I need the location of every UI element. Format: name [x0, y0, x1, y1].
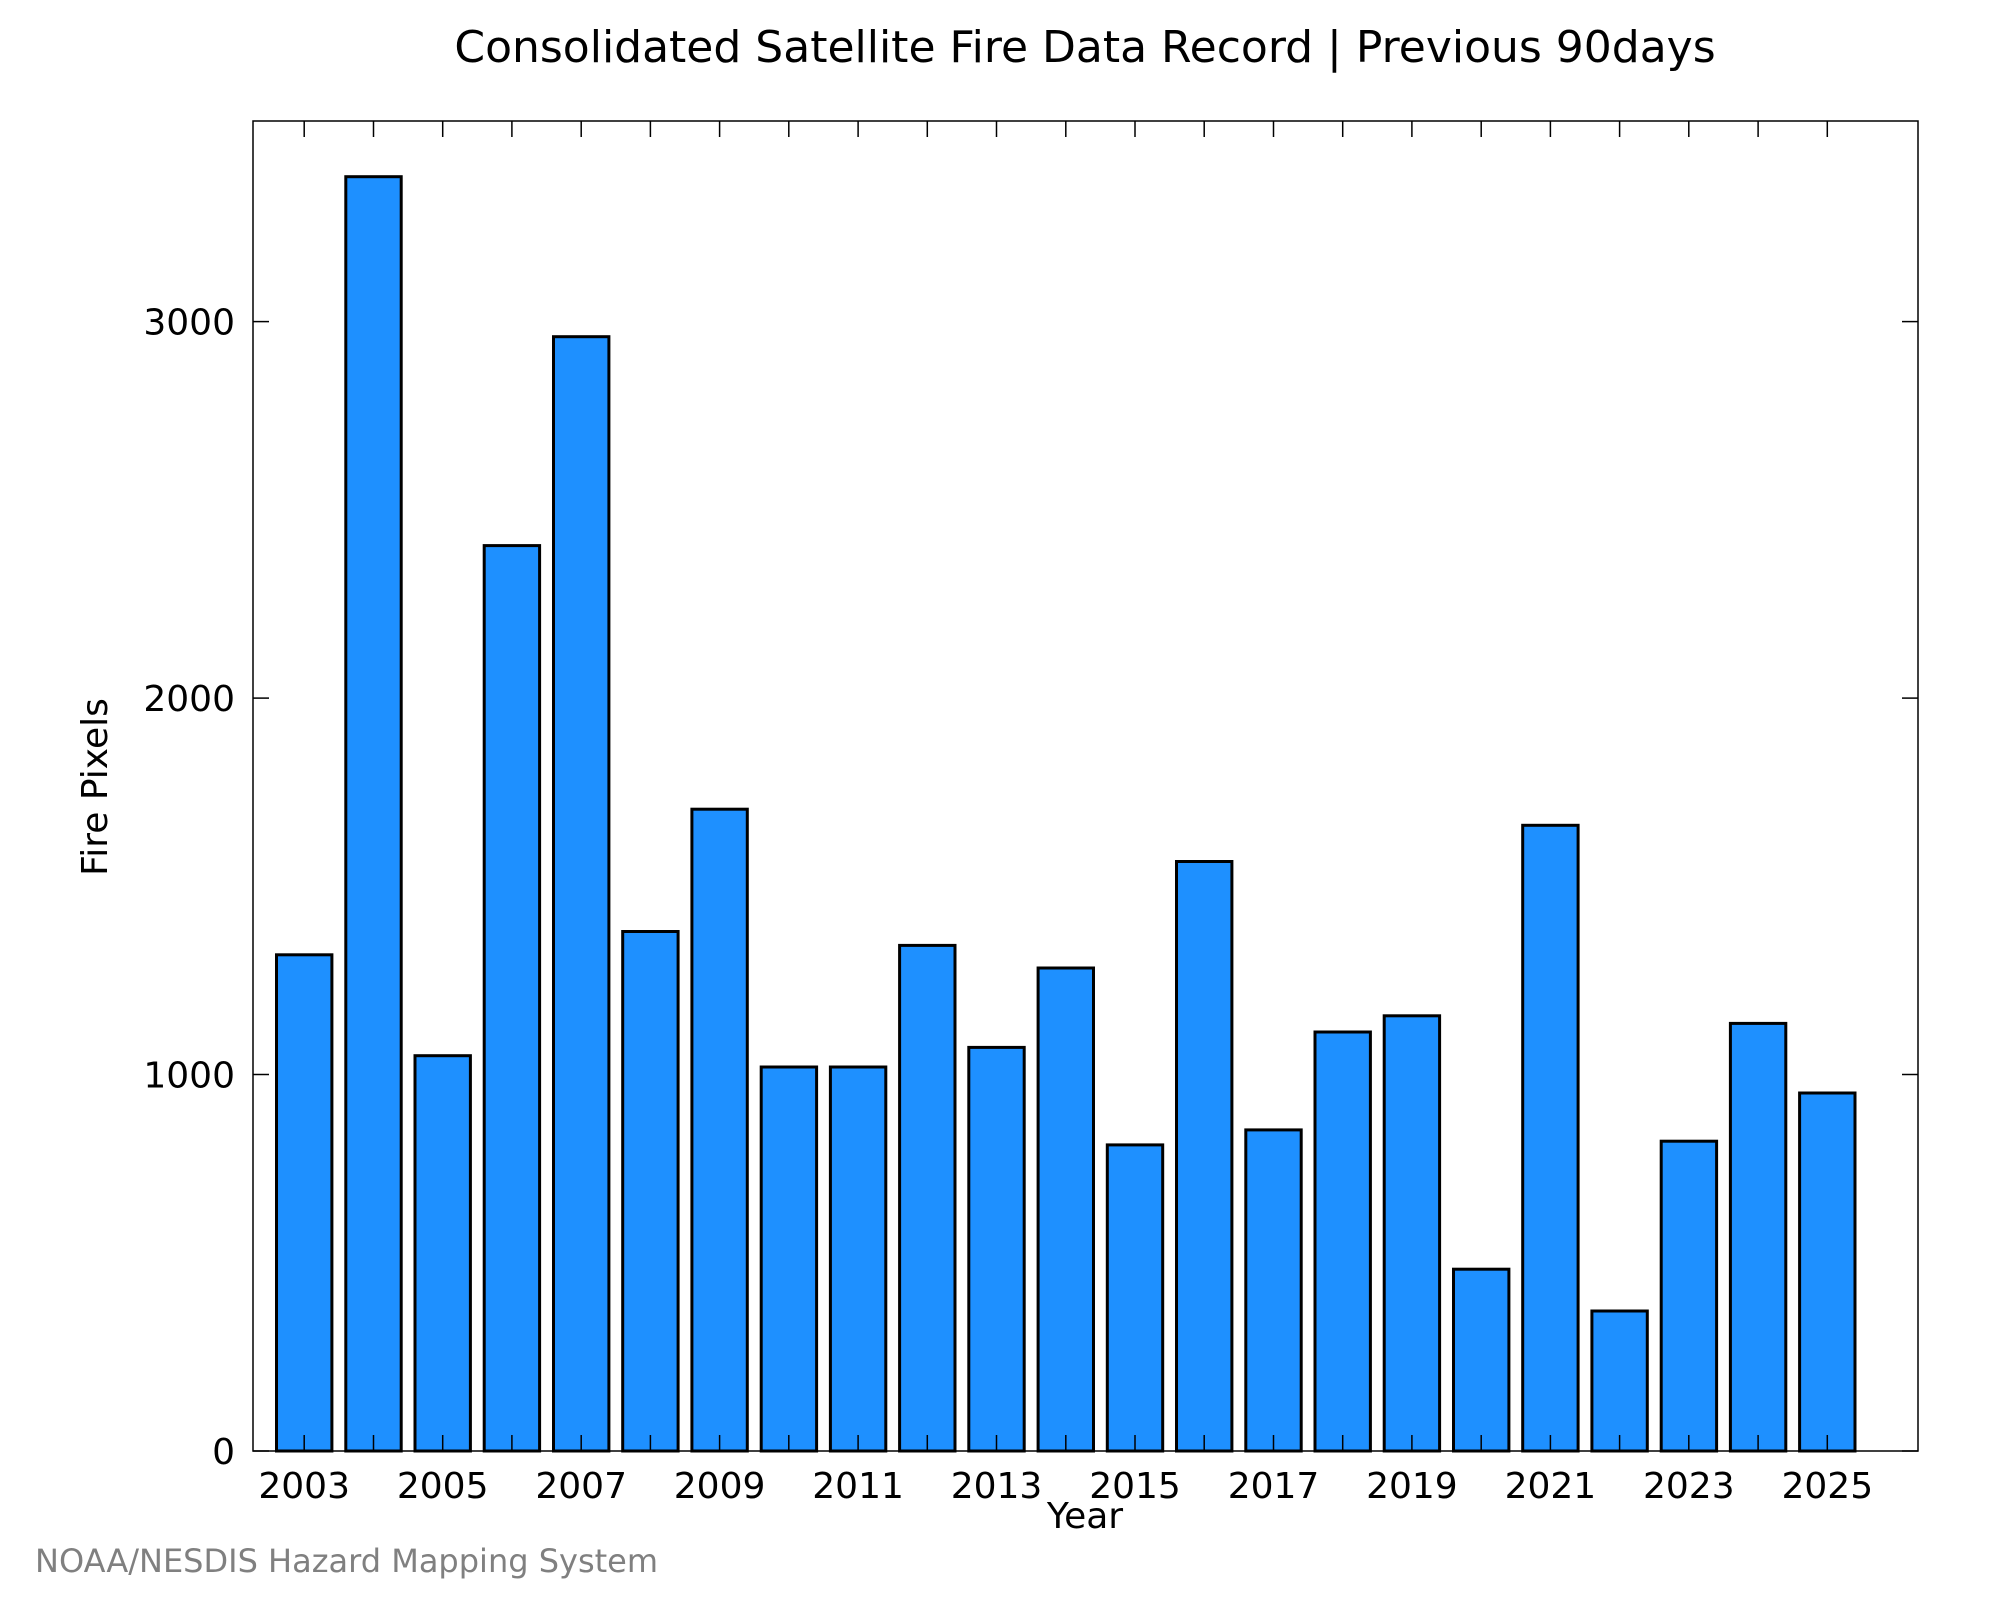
- bar-2004: [344, 175, 403, 1453]
- x-tick-label-2019: 2019: [1366, 1466, 1458, 1507]
- y-tick-label-2000: 2000: [143, 679, 235, 720]
- bar-2012: [898, 943, 957, 1453]
- y-tick-label-3000: 3000: [143, 303, 235, 344]
- y-axis-label: Fire Pixels: [75, 698, 116, 876]
- x-tick-label-2011: 2011: [812, 1466, 904, 1507]
- bar-2021: [1521, 823, 1580, 1453]
- bar-2010: [759, 1065, 819, 1453]
- bar-2015: [1105, 1143, 1165, 1453]
- plot-frame: [252, 120, 1919, 1452]
- bar-2018: [1313, 1030, 1372, 1453]
- y-tick-label-1000: 1000: [143, 1056, 235, 1097]
- bar-2008: [621, 930, 680, 1453]
- bar-2005: [413, 1054, 472, 1453]
- chart-title: Consolidated Satellite Fire Data Record …: [454, 22, 1715, 73]
- bar-2007: [552, 335, 611, 1453]
- bar-2003: [275, 953, 334, 1453]
- bar-2023: [1659, 1139, 1719, 1453]
- x-tick-label-2017: 2017: [1228, 1466, 1320, 1507]
- x-tick-label-2021: 2021: [1505, 1466, 1597, 1507]
- x-tick-label-2025: 2025: [1781, 1466, 1873, 1507]
- x-tick-label-2023: 2023: [1643, 1466, 1735, 1507]
- bar-2017: [1244, 1128, 1303, 1453]
- x-tick-label-2003: 2003: [258, 1466, 350, 1507]
- bar-2020: [1452, 1267, 1511, 1453]
- bar-2013: [967, 1045, 1026, 1453]
- bar-2009: [690, 807, 749, 1453]
- ticks-group: 2003 2005 2007 2009 2011 2013 2015 2017 2019 2021…: [143, 121, 1918, 1507]
- x-tick-label-2005: 2005: [397, 1466, 489, 1507]
- bar-2016: [1175, 860, 1234, 1453]
- bar-2014: [1036, 966, 1095, 1453]
- bar-2022: [1590, 1309, 1649, 1453]
- bar-2024: [1728, 1021, 1788, 1453]
- bar-2011: [828, 1065, 888, 1453]
- x-tick-label-2007: 2007: [535, 1466, 627, 1507]
- y-tick-label-0: 0: [212, 1432, 235, 1473]
- x-tick-label-2015: 2015: [1089, 1466, 1181, 1507]
- bar-2025: [1798, 1091, 1857, 1453]
- footer-credit: NOAA/NESDIS Hazard Mapping System: [35, 1542, 658, 1580]
- bars-group: [275, 175, 1857, 1453]
- x-tick-label-2013: 2013: [951, 1466, 1043, 1507]
- x-tick-label-2009: 2009: [674, 1466, 766, 1507]
- bar-2019: [1382, 1014, 1442, 1453]
- bar-2006: [482, 544, 542, 1453]
- x-axis-label: Year: [1046, 1496, 1123, 1537]
